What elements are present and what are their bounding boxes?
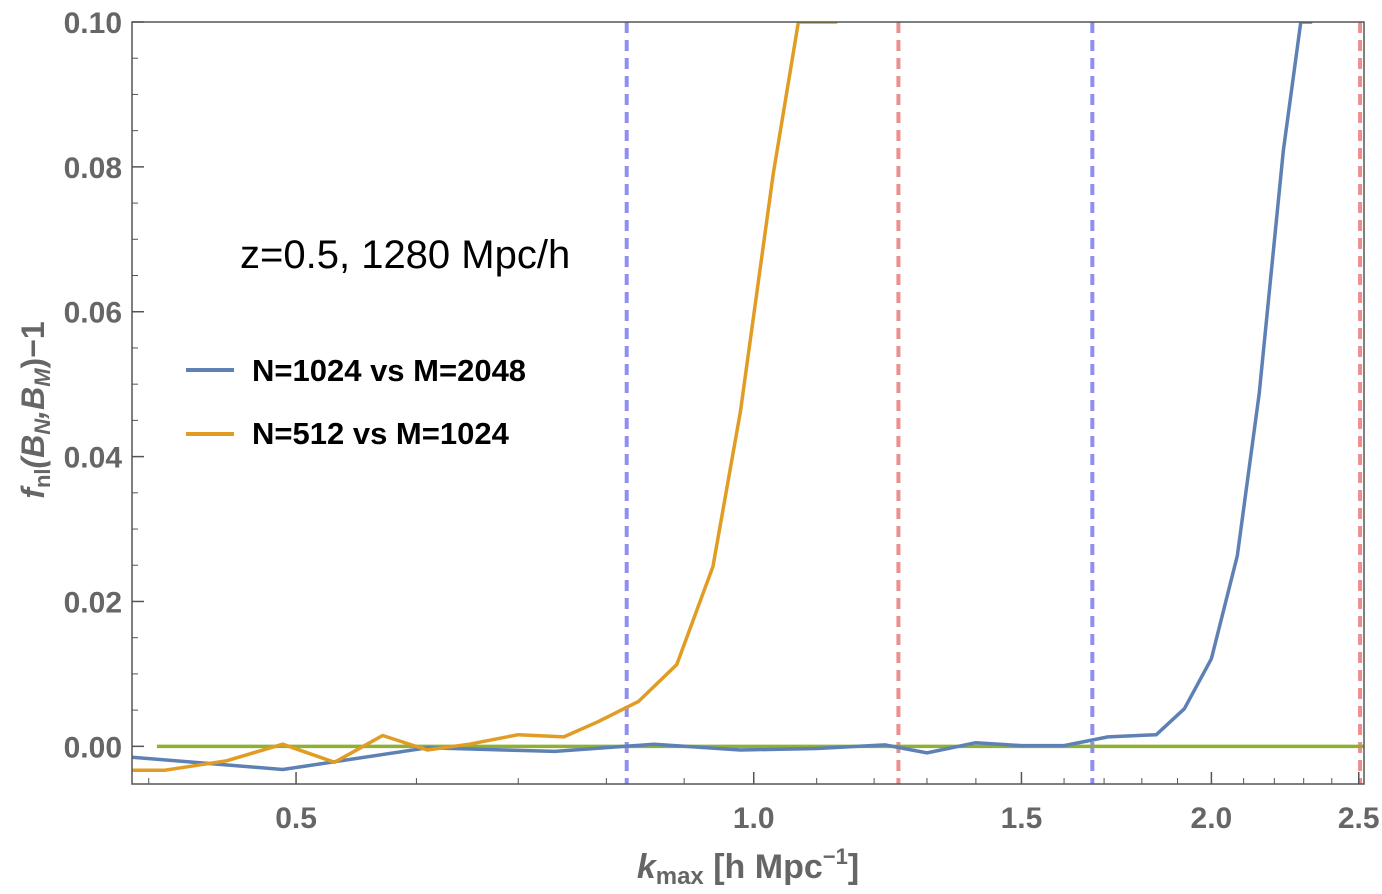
x-tick-label-4: 2.5 bbox=[1338, 802, 1380, 835]
legend-label-series-1: N=1024 vs M=2048 bbox=[252, 353, 526, 388]
x-tick-label-0: 0.5 bbox=[275, 802, 317, 835]
y-tick-label-2: 0.04 bbox=[64, 442, 123, 475]
y-axis-title: fnl(BN,BM)−1 bbox=[15, 321, 55, 498]
axis-ticks: 0.5 1.0 1.5 2.0 2.5 0.00 0.02 0.04 0.06 0.08 0.10 bbox=[64, 7, 1380, 835]
series-line-1 bbox=[132, 22, 1313, 772]
plot-frame bbox=[131, 21, 1365, 785]
x-axis-title: kmax [h Mpc−1] bbox=[637, 844, 859, 890]
x-tick-label-3: 2.0 bbox=[1191, 802, 1233, 835]
x-tick-label-2: 1.5 bbox=[1001, 802, 1043, 835]
x-tick-label-1: 1.0 bbox=[733, 802, 775, 835]
series-line-2 bbox=[132, 22, 838, 772]
reference-vlines bbox=[624, 22, 1363, 784]
y-tick-label-3: 0.06 bbox=[64, 297, 122, 330]
y-tick-label-1: 0.02 bbox=[64, 586, 122, 619]
y-tick-label-4: 0.08 bbox=[64, 152, 122, 185]
legend: N=1024 vs M=2048 N=512 vs M=1024 bbox=[186, 353, 526, 451]
series-layer bbox=[132, 22, 1364, 772]
y-tick-label-5: 0.10 bbox=[64, 7, 122, 40]
y-tick-label-0: 0.00 bbox=[64, 731, 122, 764]
legend-label-series-2: N=512 vs M=1024 bbox=[252, 416, 510, 451]
chart-annotation: z=0.5, 1280 Mpc/h bbox=[240, 233, 570, 277]
